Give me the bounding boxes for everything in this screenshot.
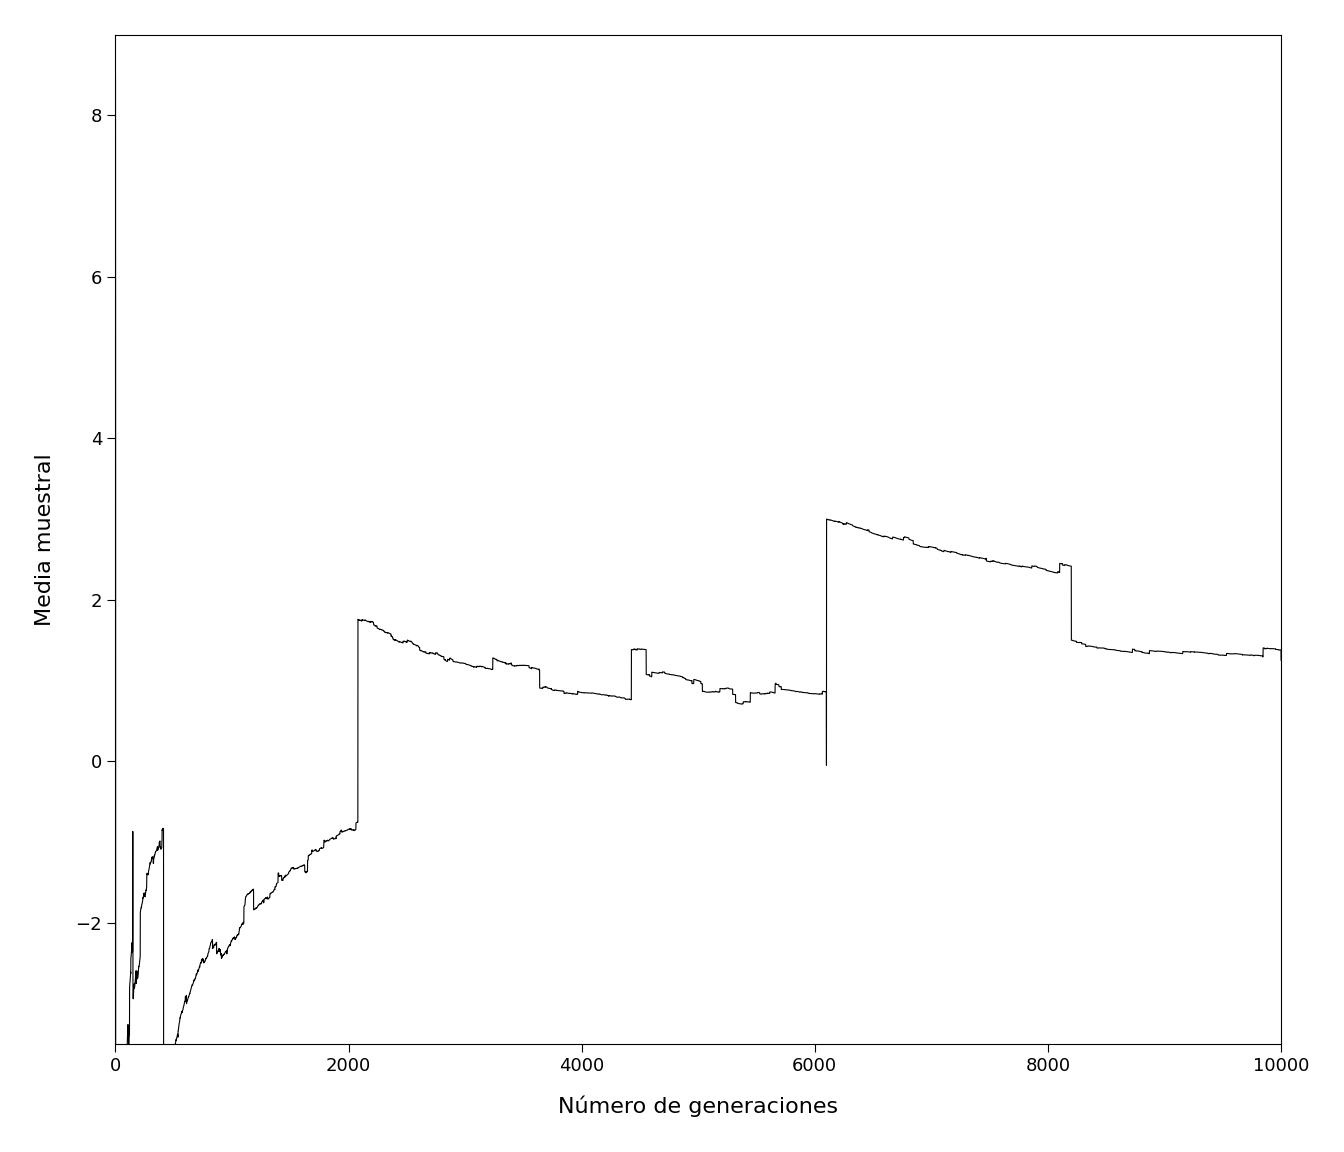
Y-axis label: Media muestral: Media muestral bbox=[35, 453, 55, 626]
X-axis label: Número de generaciones: Número de generaciones bbox=[558, 1096, 839, 1117]
